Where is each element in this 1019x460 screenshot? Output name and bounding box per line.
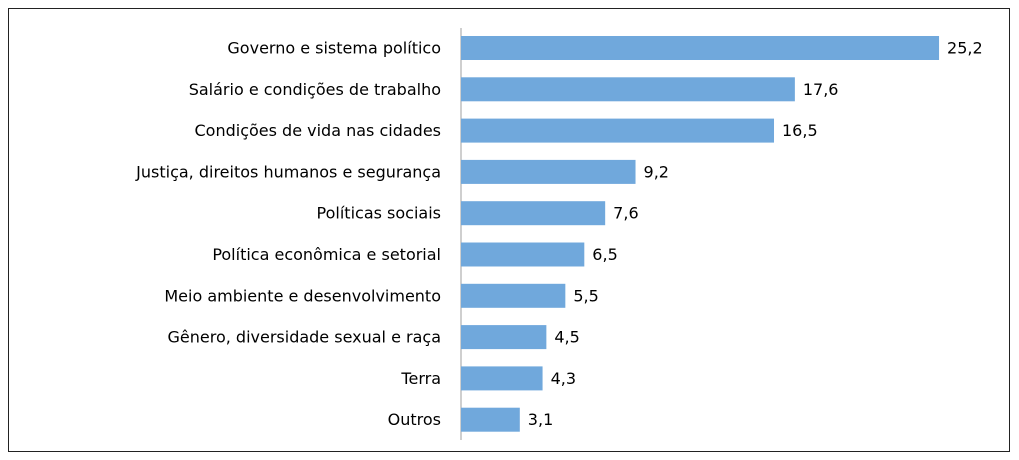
value-label: 9,2 <box>644 162 669 181</box>
value-label: 5,5 <box>573 286 598 305</box>
bar <box>461 325 547 350</box>
category-label: Salário e condições de trabalho <box>189 80 441 99</box>
value-label: 4,5 <box>554 328 579 347</box>
value-label: 4,3 <box>551 369 576 388</box>
bar <box>461 407 520 432</box>
value-label: 16,5 <box>782 121 818 140</box>
value-label: 7,6 <box>613 204 638 223</box>
bar <box>461 159 636 184</box>
category-label: Condições de vida nas cidades <box>194 121 441 140</box>
category-label: Gênero, diversidade sexual e raça <box>168 328 442 347</box>
bar <box>461 242 585 267</box>
bar <box>461 366 543 391</box>
value-label: 6,5 <box>592 245 617 264</box>
bar <box>461 118 775 143</box>
value-label: 3,1 <box>528 410 553 429</box>
category-label: Políticas sociais <box>317 204 441 223</box>
bar <box>461 77 795 102</box>
category-label: Justiça, direitos humanos e segurança <box>135 162 441 181</box>
category-label: Meio ambiente e desenvolvimento <box>164 286 441 305</box>
value-label: 17,6 <box>803 80 839 99</box>
category-label: Política econômica e setorial <box>212 245 441 264</box>
bar <box>461 283 566 308</box>
bar <box>461 36 940 60</box>
category-label: Governo e sistema político <box>227 39 441 58</box>
bar <box>461 201 606 226</box>
category-label: Outros <box>388 410 441 429</box>
category-label: Terra <box>400 369 441 388</box>
value-label: 25,2 <box>947 39 983 58</box>
